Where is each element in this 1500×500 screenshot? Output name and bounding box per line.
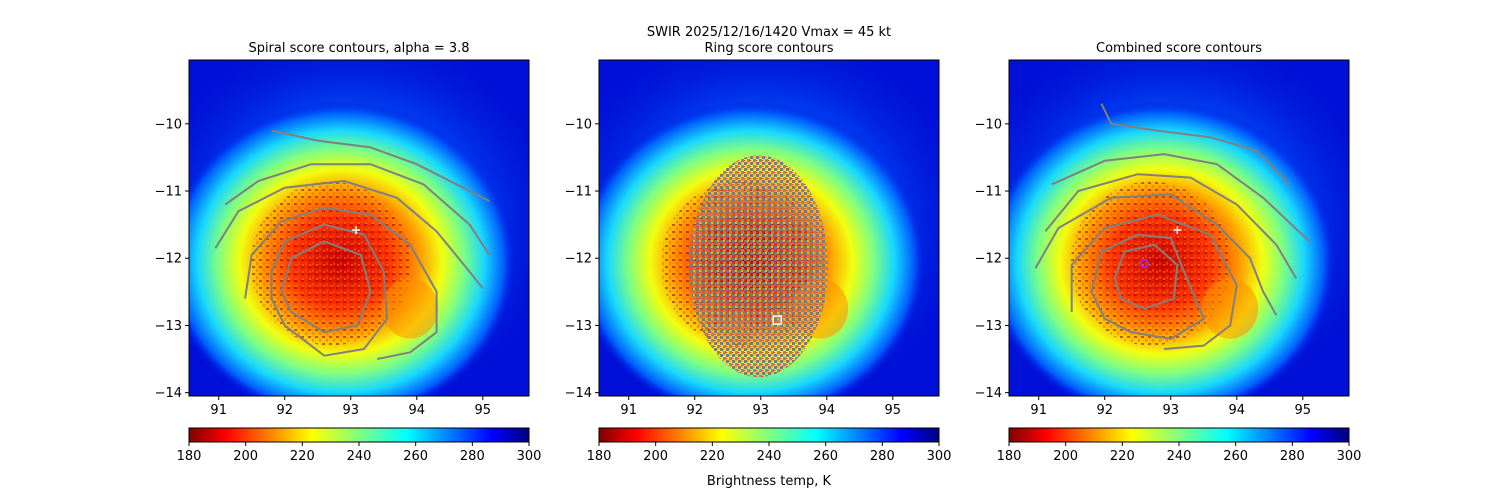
y-tick-label: −13 bbox=[975, 319, 1002, 334]
score-contour-6 bbox=[280, 240, 372, 334]
x-tick-label: 91 bbox=[1030, 403, 1047, 418]
x-tick-label: 94 bbox=[818, 403, 835, 418]
colorbar: 180 200 220 240 260 280 300 bbox=[587, 427, 952, 464]
rainband-blob bbox=[1202, 278, 1259, 339]
colorbar-tick-label: 300 bbox=[927, 449, 952, 464]
y-tick-label: −11 bbox=[975, 185, 1002, 200]
x-tick-label: 95 bbox=[885, 403, 902, 418]
x-tick-label: 94 bbox=[1228, 403, 1245, 418]
y-tick-label: −10 bbox=[155, 117, 182, 132]
colorbar-tick-label: 280 bbox=[1280, 449, 1305, 464]
colorbar-tick-label: 200 bbox=[1053, 449, 1078, 464]
x-tick-label: 93 bbox=[752, 403, 769, 418]
axes-frame bbox=[1008, 59, 1350, 397]
score-contour-7 bbox=[1113, 243, 1179, 310]
center-plus-marker bbox=[1173, 226, 1182, 235]
panel-1: Spiral score contours, alpha = 3.8 91 92 93… bbox=[155, 41, 542, 464]
y-tick-label: −10 bbox=[565, 117, 592, 132]
colorbar-gradient bbox=[598, 427, 940, 443]
x-tick-label: 94 bbox=[408, 403, 425, 418]
y-tick-label: −12 bbox=[565, 252, 592, 267]
x-tick-label: 95 bbox=[1295, 403, 1312, 418]
colorbar-tick-label: 200 bbox=[643, 449, 668, 464]
score-contour-5 bbox=[1070, 213, 1238, 350]
colorbar-gradient bbox=[188, 427, 530, 443]
x-tick-label: 92 bbox=[1096, 403, 1113, 418]
colorbar-tick-label: 300 bbox=[1337, 449, 1362, 464]
colorbar-tick-label: 220 bbox=[700, 449, 725, 464]
y-tick-label: −12 bbox=[975, 252, 1002, 267]
y-tick-label: −13 bbox=[155, 319, 182, 334]
colorbar-tick-label: 240 bbox=[757, 449, 782, 464]
colorbar-label: Brightness temp, K bbox=[707, 474, 832, 489]
y-tick-label: −11 bbox=[565, 185, 592, 200]
colorbar-tick-label: 280 bbox=[460, 449, 485, 464]
y-tick-label: −11 bbox=[155, 185, 182, 200]
x-tick-label: 91 bbox=[620, 403, 637, 418]
score-contour-4 bbox=[244, 206, 438, 360]
x-tick-label: 93 bbox=[1162, 403, 1179, 418]
score-contour-5 bbox=[270, 223, 389, 357]
colorbar-tick-label: 260 bbox=[1223, 449, 1248, 464]
rainband-blob bbox=[382, 278, 439, 339]
x-tick-label: 92 bbox=[686, 403, 703, 418]
colorbar-tick-label: 180 bbox=[997, 449, 1022, 464]
colorbar-tick-label: 260 bbox=[403, 449, 428, 464]
y-tick-label: −12 bbox=[155, 252, 182, 267]
colorbar: 180 200 220 240 260 280 300 bbox=[997, 427, 1362, 464]
colorbar-gradient bbox=[1008, 427, 1350, 443]
colorbar-tick-label: 220 bbox=[290, 449, 315, 464]
score-contour-1 bbox=[271, 129, 490, 202]
score-contour-3 bbox=[1044, 173, 1298, 279]
panel-title: Combined score contours bbox=[1096, 41, 1262, 56]
score-contour-2 bbox=[1051, 153, 1311, 243]
panel-2: Ring score contours 91 92 93 94 95 −10 −11 −12 −1… bbox=[565, 41, 952, 464]
satellite-image bbox=[1009, 60, 1349, 396]
colorbar-tick-label: 260 bbox=[813, 449, 838, 464]
combined-center-marker bbox=[1139, 258, 1150, 269]
satellite-image bbox=[189, 60, 529, 396]
x-tick-label: 92 bbox=[276, 403, 293, 418]
score-contour-1 bbox=[1100, 103, 1291, 186]
colorbar-tick-label: 180 bbox=[177, 449, 202, 464]
score-contour-4 bbox=[1034, 193, 1278, 316]
colorbar-tick-label: 280 bbox=[870, 449, 895, 464]
score-contour-2 bbox=[224, 163, 491, 256]
axes-frame bbox=[598, 59, 940, 397]
x-tick-label: 95 bbox=[475, 403, 492, 418]
colorbar: 180 200 220 240 260 280 300 bbox=[177, 427, 542, 464]
ring-center-marker bbox=[772, 315, 783, 325]
score-contour-6 bbox=[1090, 233, 1205, 340]
colorbar-tick-label: 200 bbox=[233, 449, 258, 464]
colorbar-tick-label: 240 bbox=[347, 449, 372, 464]
cold-cloud-texture bbox=[1070, 181, 1231, 346]
y-tick-label: −14 bbox=[155, 386, 182, 401]
panel-title: Ring score contours bbox=[704, 41, 833, 56]
colorbar-tick-label: 240 bbox=[1167, 449, 1192, 464]
x-tick-label: 93 bbox=[342, 403, 359, 418]
panel-3: Combined score contours 91 92 93 94 95 −10 −11 −… bbox=[975, 41, 1362, 464]
masked-ring-region bbox=[689, 155, 829, 378]
satellite-image bbox=[599, 60, 939, 396]
y-tick-label: −14 bbox=[565, 386, 592, 401]
axes-frame bbox=[188, 59, 530, 397]
y-tick-label: −14 bbox=[975, 386, 1002, 401]
center-plus-marker bbox=[352, 226, 361, 235]
cold-cloud-texture bbox=[250, 181, 411, 346]
colorbar-tick-label: 220 bbox=[1110, 449, 1135, 464]
y-tick-label: −10 bbox=[975, 117, 1002, 132]
y-tick-label: −13 bbox=[565, 319, 592, 334]
figure-suptitle: SWIR 2025/12/16/1420 Vmax = 45 kt bbox=[647, 25, 891, 40]
panel-title: Spiral score contours, alpha = 3.8 bbox=[248, 41, 469, 56]
colorbar-tick-label: 300 bbox=[517, 449, 542, 464]
x-tick-label: 91 bbox=[210, 403, 227, 418]
score-contour-3 bbox=[214, 180, 484, 290]
colorbar-tick-label: 180 bbox=[587, 449, 612, 464]
